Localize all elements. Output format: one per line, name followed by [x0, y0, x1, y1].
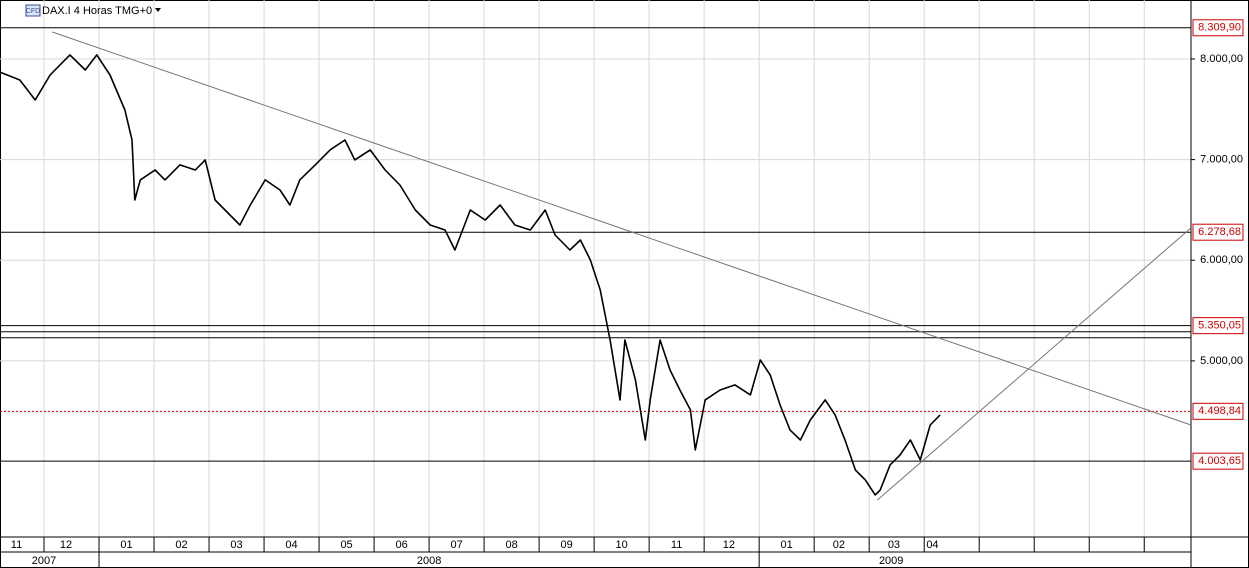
- x-tick-label: 06: [395, 539, 407, 551]
- y-tick-label: 6.000,00: [1200, 254, 1243, 266]
- level-label: 4.003,65: [1198, 455, 1241, 467]
- x-tick-label: 02: [833, 539, 845, 551]
- x-tick-label: 07: [450, 539, 462, 551]
- x-tick-label: 11: [671, 539, 682, 551]
- year-label: 2008: [417, 555, 441, 567]
- level-label: 4.498,84: [1198, 405, 1241, 417]
- x-tick-label: 03: [888, 539, 900, 551]
- level-label: 8.309,90: [1198, 22, 1241, 34]
- x-tick-label: 12: [60, 539, 72, 551]
- trend-line: [877, 227, 1192, 501]
- level-label: 6.278,68: [1198, 226, 1241, 238]
- y-tick-label: 8.000,00: [1200, 53, 1243, 65]
- x-tick-label: 08: [505, 539, 517, 551]
- x-tick-label: 04: [926, 539, 938, 551]
- x-tick-label: 01: [120, 539, 132, 551]
- price-line: [0, 54, 941, 496]
- instrument-title[interactable]: DAX.I 4 Horas TMG+0: [42, 5, 152, 17]
- dropdown-arrow[interactable]: [155, 8, 161, 12]
- x-tick-label: 04: [285, 539, 297, 551]
- year-label: 2007: [32, 555, 56, 567]
- level-label-box: [1192, 317, 1244, 335]
- year-label: 2009: [879, 555, 903, 567]
- trend-line: [52, 31, 1192, 426]
- cfd-icon: [25, 4, 41, 17]
- x-tick-label: 02: [175, 539, 187, 551]
- x-tick-label: 12: [723, 539, 735, 551]
- x-tick-label: 05: [340, 539, 352, 551]
- y-tick-label: 5.000,00: [1200, 355, 1243, 367]
- level-label-box: [1192, 402, 1244, 420]
- level-label-box: [1192, 19, 1244, 37]
- y-tick-label: 7.000,00: [1200, 154, 1243, 166]
- level-label-box: [1192, 223, 1244, 241]
- x-tick-label: 01: [781, 539, 793, 551]
- x-tick-label: 11: [11, 539, 22, 551]
- x-tick-label: 03: [230, 539, 242, 551]
- level-label-box: [1192, 452, 1244, 470]
- x-tick-label: 10: [616, 539, 628, 551]
- x-tick-label: 09: [560, 539, 572, 551]
- level-label: 5.350,05: [1198, 320, 1241, 332]
- cfd-icon-text: CFD: [26, 8, 40, 15]
